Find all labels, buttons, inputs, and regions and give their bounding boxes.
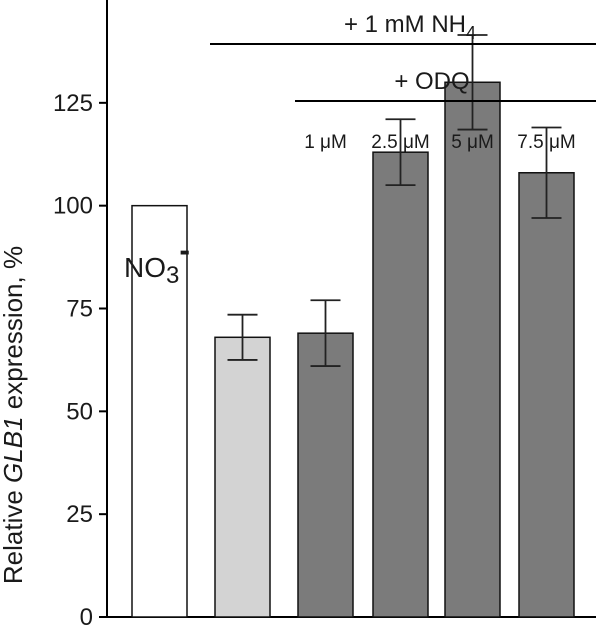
concentration-label-3: 1 μM	[304, 132, 347, 153]
y-axis-label-gene: GLB1	[0, 416, 28, 483]
bar-1	[131, 204, 188, 618]
bar-6	[518, 172, 575, 618]
y-tick-label-50: 50	[66, 398, 93, 425]
nitrate-label-text: NO	[124, 252, 166, 283]
error-bars	[227, 34, 562, 367]
y-axis-label-prefix: Relative	[0, 483, 28, 584]
y-axis-label: Relative GLB1 expression, %	[0, 246, 28, 584]
error-bar-2	[227, 313, 258, 361]
error-bar-4	[385, 118, 416, 187]
concentration-label-5: 5 μM	[451, 132, 494, 153]
concentration-label-6: 7.5 μM	[517, 132, 575, 153]
bar-5	[444, 81, 501, 618]
error-bar-3	[310, 299, 341, 367]
nitrate-label: NO3-	[124, 232, 190, 289]
y-tick-label-25: 25	[66, 501, 93, 528]
bars	[131, 81, 575, 618]
group-1: + 1 mM NH4	[210, 11, 596, 45]
y-tick-label-100: 100	[53, 193, 93, 220]
bar-2	[214, 336, 271, 618]
y-tick-label-0: 0	[80, 604, 93, 631]
bar-4	[372, 151, 429, 618]
treatment-groups: + 1 mM NH4 + ODQ	[210, 11, 596, 102]
error-bar-6	[531, 126, 562, 219]
nitrate-charge: -	[179, 232, 190, 268]
group-label-sub-1: 4	[466, 23, 476, 43]
y-axis-label-suffix: expression, %	[0, 246, 28, 417]
concentration-label-4: 2.5 μM	[371, 132, 429, 153]
bar-3	[297, 332, 354, 618]
y-tick-label-125: 125	[53, 90, 93, 117]
bar-labels: NO3- 1 μM 2.5 μM 5 μM 7.5 μM	[124, 132, 576, 289]
y-axis: 0 25 50 75 100 125	[53, 0, 596, 631]
error-bar-5	[457, 34, 488, 131]
group-label-main-1: + 1 mM NH	[344, 11, 466, 38]
group-label-main-2: + ODQ	[394, 68, 469, 95]
group-label-2: + ODQ	[394, 68, 469, 95]
group-2: + ODQ	[295, 68, 596, 102]
group-label-1: + 1 mM NH4	[344, 11, 476, 43]
y-tick-label-75: 75	[66, 296, 93, 323]
